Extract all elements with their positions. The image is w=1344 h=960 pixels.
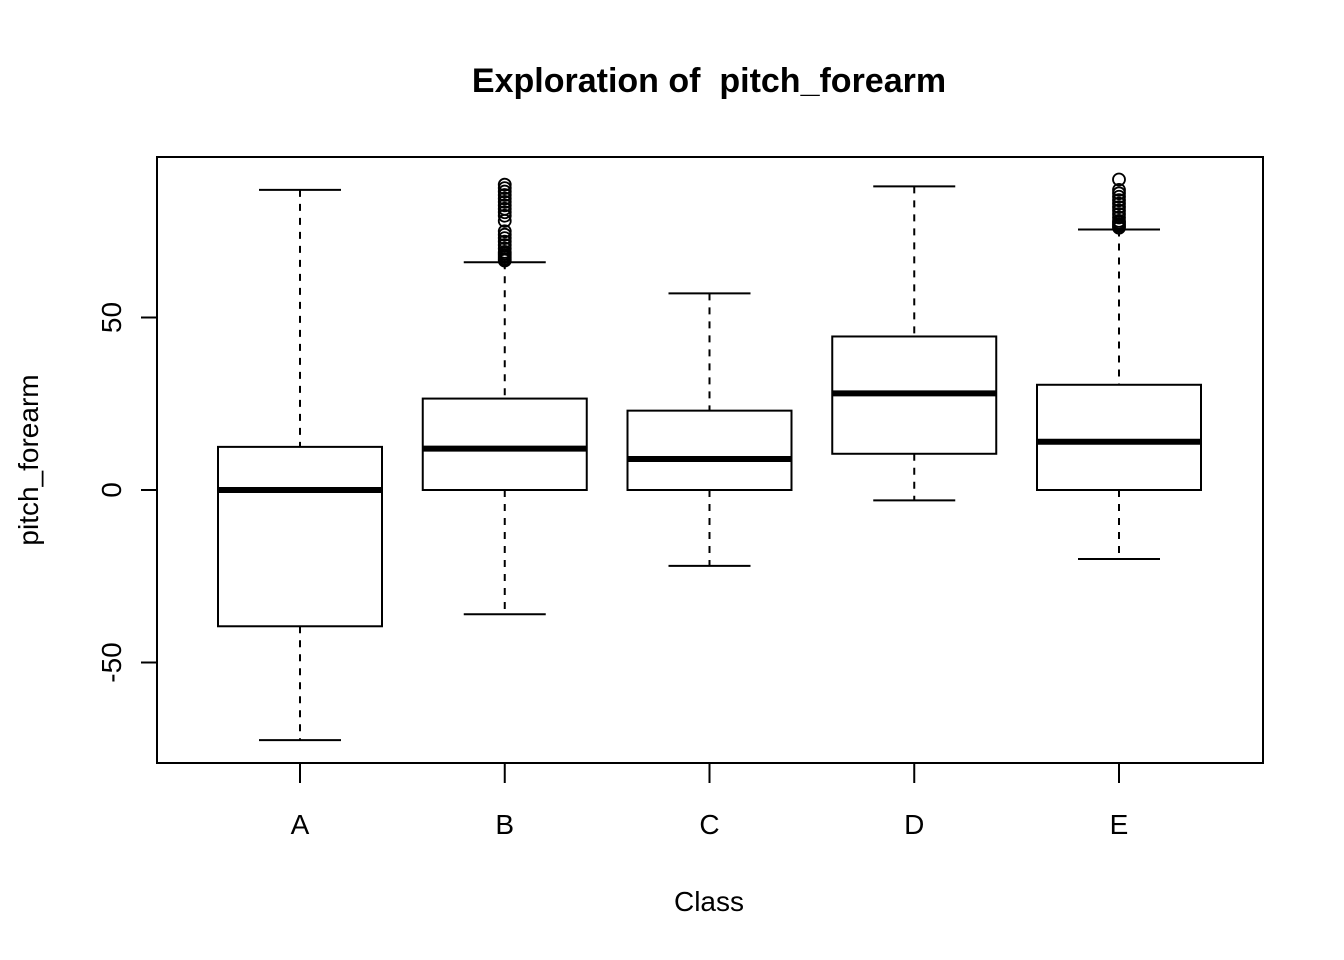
outlier-point bbox=[497, 181, 512, 196]
outlier-point bbox=[497, 234, 512, 249]
outlier-point bbox=[497, 177, 512, 192]
box-D bbox=[831, 185, 998, 502]
outlier-point bbox=[1112, 182, 1126, 197]
iqr-box bbox=[217, 445, 383, 628]
box-A bbox=[217, 188, 383, 742]
x-axis: A B C D E bbox=[291, 763, 1129, 840]
box-C bbox=[626, 292, 793, 567]
iqr-box bbox=[626, 409, 793, 491]
outlier-point bbox=[1112, 207, 1126, 221]
outlier-point bbox=[497, 205, 512, 220]
outlier-point bbox=[497, 195, 512, 209]
outlier-point bbox=[1112, 172, 1126, 187]
outlier-point bbox=[497, 188, 512, 202]
outlier-point bbox=[1112, 196, 1126, 211]
outlier-point bbox=[497, 245, 512, 259]
outlier-point bbox=[497, 198, 512, 213]
x-tick-label: E bbox=[1110, 809, 1129, 840]
y-tick-label: 50 bbox=[96, 302, 127, 333]
y-axis-label: pitch_forearm bbox=[13, 374, 44, 545]
x-tick-label: B bbox=[495, 809, 514, 840]
box-series bbox=[217, 172, 1202, 742]
outlier-point bbox=[1112, 193, 1126, 208]
outlier-point bbox=[1112, 200, 1126, 215]
outlier-point bbox=[497, 224, 512, 239]
outlier-point bbox=[497, 241, 512, 256]
chart-title: Exploration of pitch_forearm bbox=[472, 62, 946, 100]
outlier-point bbox=[497, 191, 512, 206]
box-E bbox=[1036, 172, 1202, 560]
y-tick-label: -50 bbox=[96, 642, 127, 682]
iqr-box bbox=[421, 397, 588, 492]
outlier-point bbox=[497, 184, 512, 199]
iqr-box bbox=[1036, 383, 1202, 491]
x-tick-label: A bbox=[291, 809, 310, 840]
outlier-point bbox=[1112, 203, 1126, 218]
outlier-point bbox=[497, 231, 512, 246]
outlier-point bbox=[1112, 186, 1126, 201]
outlier-point bbox=[497, 201, 512, 216]
y-tick-label: 0 bbox=[96, 482, 127, 498]
outlier-point bbox=[497, 238, 512, 252]
x-axis-label: Class bbox=[674, 886, 744, 917]
x-tick-label: D bbox=[904, 809, 924, 840]
outlier-point bbox=[1112, 213, 1126, 228]
box-B bbox=[421, 177, 588, 616]
outlier-point bbox=[1112, 210, 1126, 225]
outlier-point bbox=[497, 208, 512, 223]
x-tick-label: C bbox=[699, 809, 719, 840]
y-axis: -50 0 50 bbox=[96, 302, 157, 683]
outlier-point bbox=[1112, 189, 1126, 204]
outlier-point bbox=[497, 227, 512, 242]
